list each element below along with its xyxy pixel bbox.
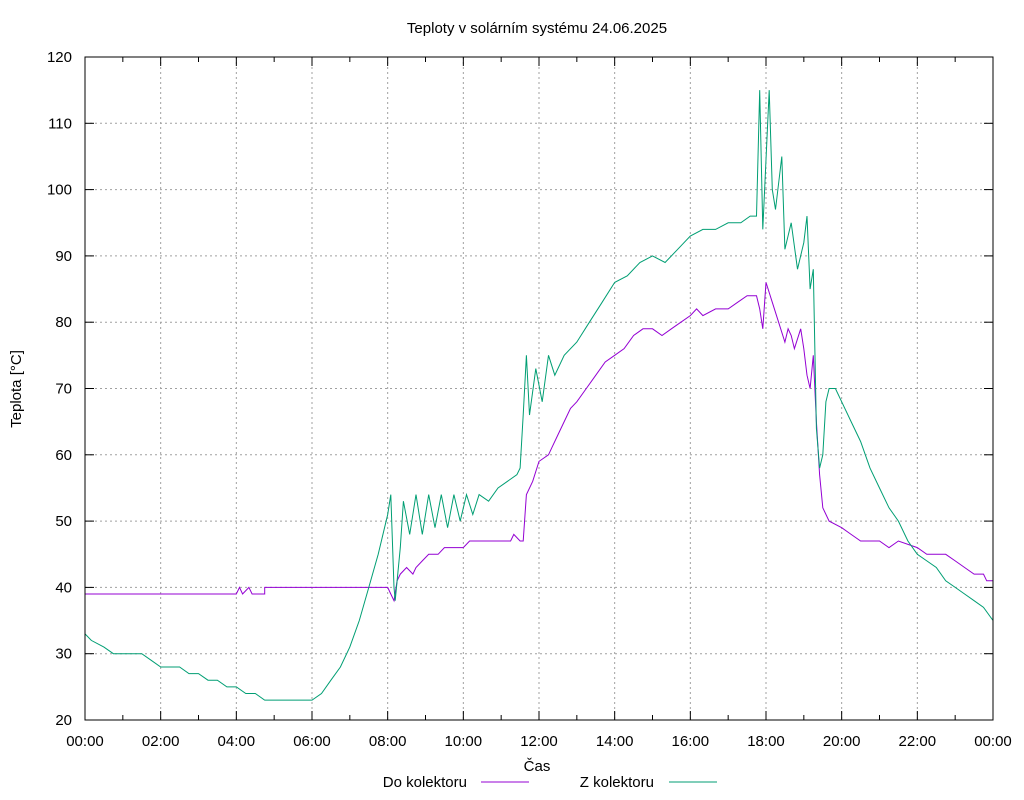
x-tick-label: 06:00: [293, 733, 331, 750]
x-tick-label: 16:00: [672, 733, 710, 750]
x-tick-label: 10:00: [445, 733, 483, 750]
series-layer: [84, 90, 994, 701]
series-line-do-kolektoru: [85, 282, 993, 603]
grid: [85, 57, 993, 720]
series-line-z-kolektoru: [84, 90, 994, 701]
y-tick-label: 70: [55, 381, 72, 398]
ticks: 20 30 40 50 60 70 80 90 100 110 120 00:00 02:00 04:00…: [47, 49, 1012, 750]
y-tick-label: 110: [48, 115, 72, 132]
y-tick-label: 60: [55, 447, 72, 464]
y-tick-label: 90: [55, 248, 72, 265]
legend-label-z-kolektoru: Z kolektoru: [580, 774, 654, 791]
x-tick-label: 04:00: [218, 733, 256, 750]
x-tick-label: 00:00: [66, 733, 104, 750]
x-tick-label: 12:00: [520, 733, 558, 750]
legend-label-do-kolektoru: Do kolektoru: [383, 774, 467, 791]
x-tick-label: 02:00: [142, 733, 180, 750]
x-tick-label: 22:00: [899, 733, 937, 750]
y-tick-label: 30: [55, 646, 72, 663]
x-axis-label: Čas: [524, 758, 551, 775]
x-tick-label: 18:00: [747, 733, 785, 750]
x-tick-label: 14:00: [596, 733, 634, 750]
chart-title: Teploty v solárním systému 24.06.2025: [407, 20, 667, 37]
y-axis-label: Teplota [°C]: [8, 350, 25, 428]
x-tick-label: 08:00: [369, 733, 407, 750]
y-tick-label: 20: [55, 712, 72, 729]
y-tick-label: 40: [55, 579, 72, 596]
y-tick-label: 50: [55, 513, 72, 530]
y-tick-label: 80: [55, 314, 72, 331]
y-tick-label: 100: [47, 182, 72, 199]
x-tick-label: 00:00: [974, 733, 1012, 750]
legend: Do kolektoru Z kolektoru: [383, 774, 717, 791]
x-tick-label: 20:00: [823, 733, 861, 750]
y-tick-label: 120: [47, 49, 72, 66]
